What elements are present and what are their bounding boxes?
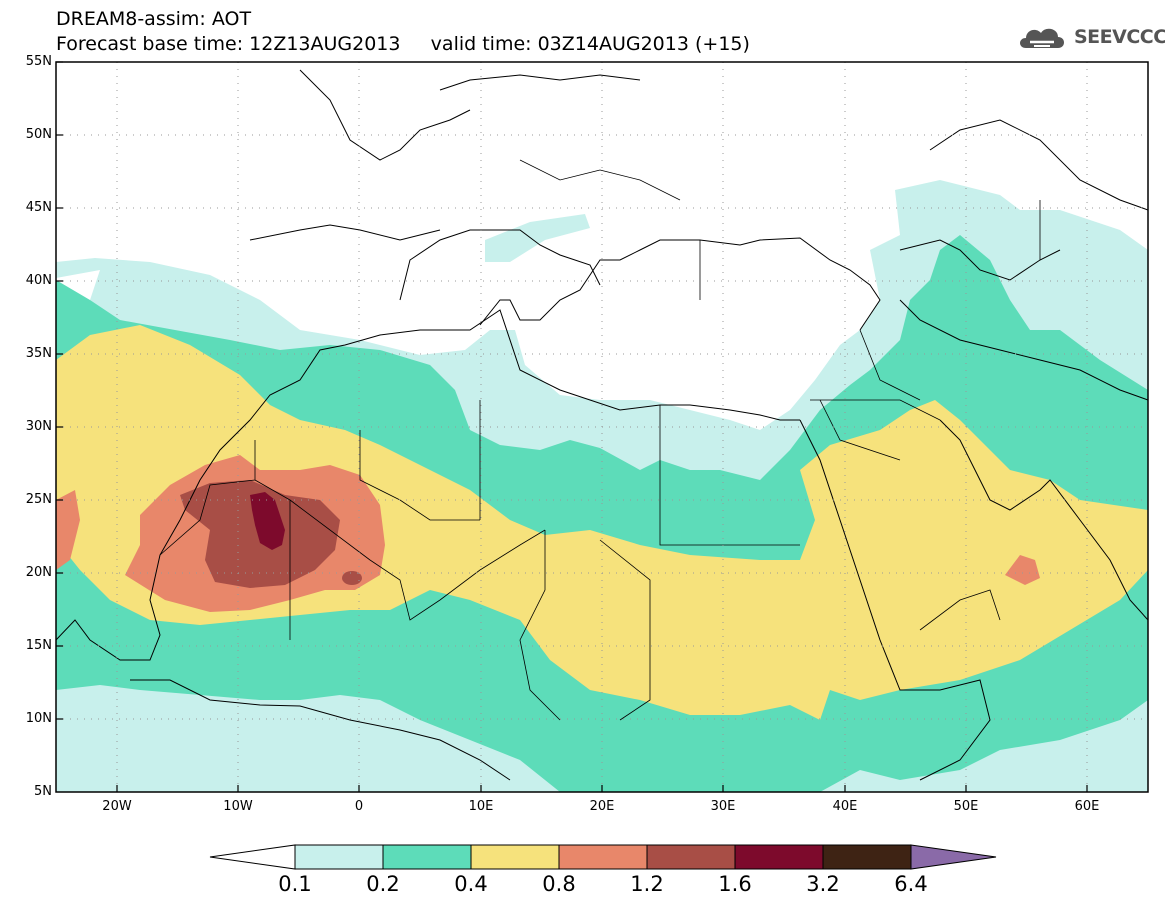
colorbar-label: 6.4	[894, 872, 928, 896]
plot-title: DREAM8-assim: AOT	[56, 8, 252, 30]
lat-label: 10N	[25, 711, 52, 726]
lat-label: 20N	[25, 565, 52, 580]
colorbar	[209, 844, 997, 870]
borders	[159, 159, 1041, 721]
lon-label: 40E	[832, 799, 858, 814]
colorbar-bin-0.2	[382, 844, 472, 870]
lon-label: 10E	[468, 799, 494, 814]
lon-label: 0	[354, 799, 364, 814]
aot-band-0.1-adriatic	[485, 214, 590, 262]
colorbar-bin-0.4	[470, 844, 560, 870]
lat-label: 50N	[25, 127, 52, 142]
lon-label: 60E	[1074, 799, 1100, 814]
lon-label: 30E	[710, 799, 736, 814]
colorbar-label: 0.8	[542, 872, 576, 896]
lat-label: 30N	[25, 419, 52, 434]
logo-text: SEEVCCC	[1074, 26, 1165, 48]
colorbar-label: 0.2	[366, 872, 400, 896]
colorbar-high-arrow	[910, 844, 997, 870]
forecast-time-line: Forecast base time: 12Z13AUG2013 valid t…	[56, 33, 750, 55]
axis-ticks	[56, 61, 1088, 792]
colorbar-bin-1.6	[734, 844, 824, 870]
seevccc-logo: SEEVCCC	[1016, 20, 1165, 54]
lat-label: 15N	[25, 638, 52, 653]
colorbar-label: 1.6	[718, 872, 752, 896]
lat-label: 25N	[25, 492, 52, 507]
cloud-icon	[1020, 28, 1064, 48]
lat-label: 5N	[34, 784, 52, 799]
colorbar-bin-1.2	[646, 844, 736, 870]
colorbar-low-arrow	[209, 844, 296, 870]
lon-label: 50E	[953, 799, 979, 814]
colorbar-bin-0.8	[558, 844, 648, 870]
colorbar-label: 1.2	[630, 872, 664, 896]
colorbar-label: 3.2	[806, 872, 840, 896]
aot-band-0.8-west	[56, 490, 80, 570]
aot-band-0.4	[56, 325, 1148, 720]
lat-label: 35N	[25, 346, 52, 361]
aot-band-1.6	[250, 492, 285, 550]
aot-band-0.8-arabia	[1005, 555, 1040, 585]
lon-label: 10W	[223, 799, 253, 814]
lon-label: 20E	[589, 799, 615, 814]
lat-label: 45N	[25, 200, 52, 215]
lat-label: 55N	[25, 54, 52, 69]
colorbar-label: 0.1	[278, 872, 312, 896]
colorbar-bin-3.2	[822, 844, 912, 870]
colorbar-label: 0.4	[454, 872, 488, 896]
aot-band-1.2-spot	[342, 571, 362, 585]
colorbar-bin-0.1	[294, 844, 384, 870]
lon-label: 20W	[102, 799, 132, 814]
gridlines	[56, 62, 1148, 792]
lat-label: 40N	[25, 273, 52, 288]
